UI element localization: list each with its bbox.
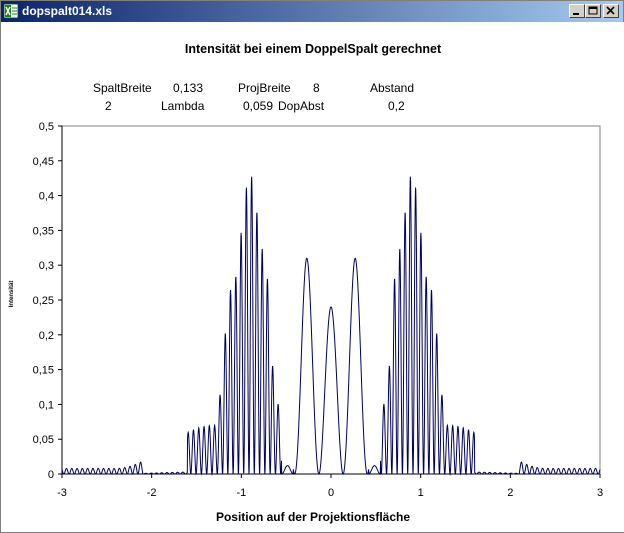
x-tick-label: -1 (236, 487, 246, 499)
x-tick-label: 3 (597, 487, 603, 499)
maximize-icon (588, 6, 598, 15)
param-value-projbreite: 8 (313, 81, 320, 95)
x-axis-label: Position auf der Projektionsfläche (215, 510, 411, 524)
close-button[interactable] (603, 4, 619, 18)
window-title: dopspalt014.xls (22, 4, 113, 18)
param-label-dopabst: DopAbst (278, 99, 325, 113)
chart-area[interactable]: Intensität bei einem DoppelSpalt gerechn… (2, 22, 624, 532)
y-tick-label: 0,5 (39, 121, 54, 133)
param-value-abstand: 2 (105, 99, 112, 113)
y-tick-label: 0,25 (33, 295, 54, 307)
param-label-abstand: Abstand (370, 81, 415, 95)
param-label-spaltbreite: SpaltBreite (93, 81, 152, 95)
minimize-button[interactable] (569, 4, 585, 18)
param-value-lambda: 0,059 (243, 99, 274, 113)
y-tick-label: 0,35 (33, 225, 54, 237)
y-tick-label: 0,1 (39, 399, 54, 411)
param-value-spaltbreite: 0,133 (173, 81, 204, 95)
y-tick-label: 0,05 (33, 434, 54, 446)
x-tick-label: 0 (328, 487, 334, 499)
x-tick-label: 2 (507, 487, 513, 499)
intensity-curve (61, 176, 601, 476)
minimize-icon (573, 13, 579, 15)
param-label-projbreite: ProjBreite (238, 81, 291, 95)
y-tick-label: 0,2 (39, 330, 54, 342)
close-icon (606, 6, 615, 15)
x-tick-label: -3 (57, 487, 67, 499)
y-tick-label: 0,3 (39, 260, 54, 272)
y-tick-label: 0,15 (33, 365, 54, 377)
x-tick-label: -2 (147, 487, 157, 499)
plot-frame (61, 125, 601, 475)
excel-icon (4, 4, 18, 18)
y-tick-label: 0,45 (33, 156, 54, 168)
maximize-button[interactable] (585, 4, 601, 18)
plot-area[interactable]: 0 0,05 0,1 0,15 0,2 0,25 0,3 0,35 0,4 0,45 0,5 -3 -2… (2, 22, 624, 532)
param-label-lambda: Lambda (161, 99, 205, 113)
chart-title: Intensität bei einem DoppelSpalt gerechn… (184, 42, 442, 56)
x-tick-label: 1 (418, 487, 424, 499)
y-tick-label: 0 (48, 469, 54, 481)
param-value-dopabst: 0,2 (388, 99, 405, 113)
y-tick-label: 0,4 (39, 191, 54, 203)
title-bar[interactable]: dopspalt014.xls (1, 1, 623, 22)
